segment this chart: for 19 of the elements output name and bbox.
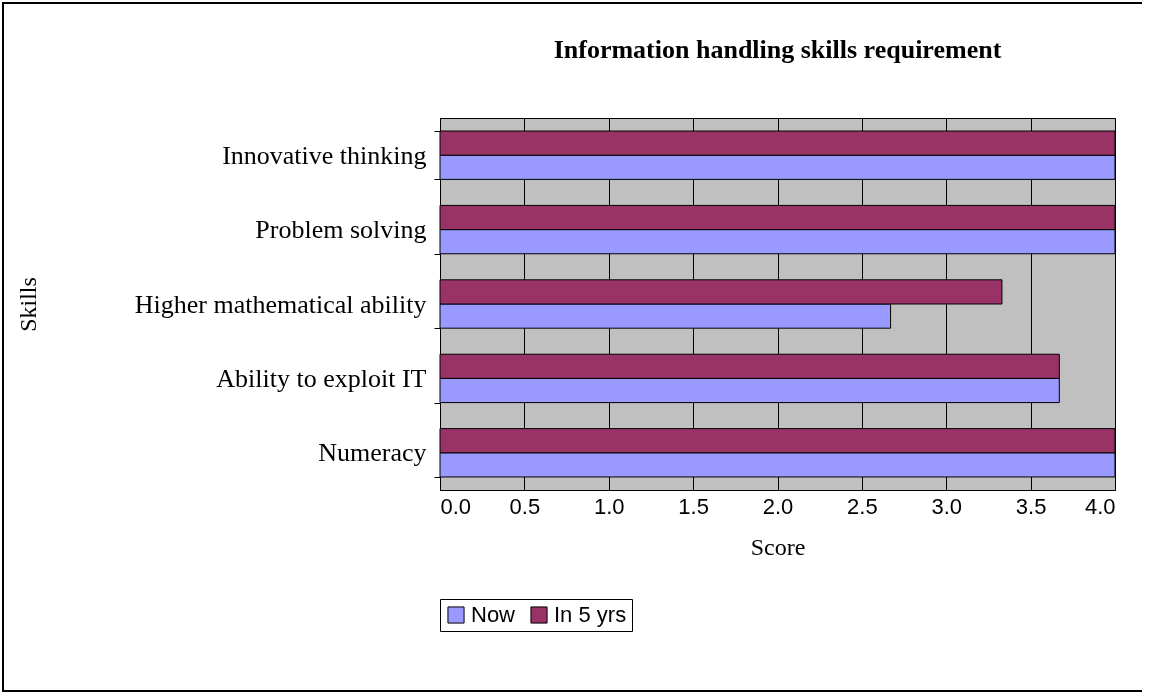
x-tick-label: 1.0 [593,493,625,519]
y-axis-title: Skills [14,277,41,332]
x-tick-label: 0.0 [440,493,472,519]
x-tick-label: 0.5 [509,493,541,519]
y-tick-label: Higher mathematical ability [134,289,427,319]
y-tick-label: Ability to exploit IT [216,363,427,393]
x-tick-label: 4.0 [1084,493,1116,519]
y-tick-label: Numeracy [318,438,427,468]
legend-label: Now [471,602,516,627]
x-tick-label: 2.5 [847,493,878,519]
x-tick-label: 2.0 [762,493,794,519]
legend-label: In 5 yrs [554,602,627,627]
x-tick-label: 3.0 [931,493,963,519]
y-tick-label: Innovative thinking [222,140,427,170]
x-axis-title: Score [750,533,806,560]
x-tick-label: 3.5 [1015,493,1047,519]
y-tick-label: Problem solving [255,215,427,245]
chart-title: Information handling skills requirement [553,35,1002,64]
x-tick-label: 1.5 [678,493,709,519]
